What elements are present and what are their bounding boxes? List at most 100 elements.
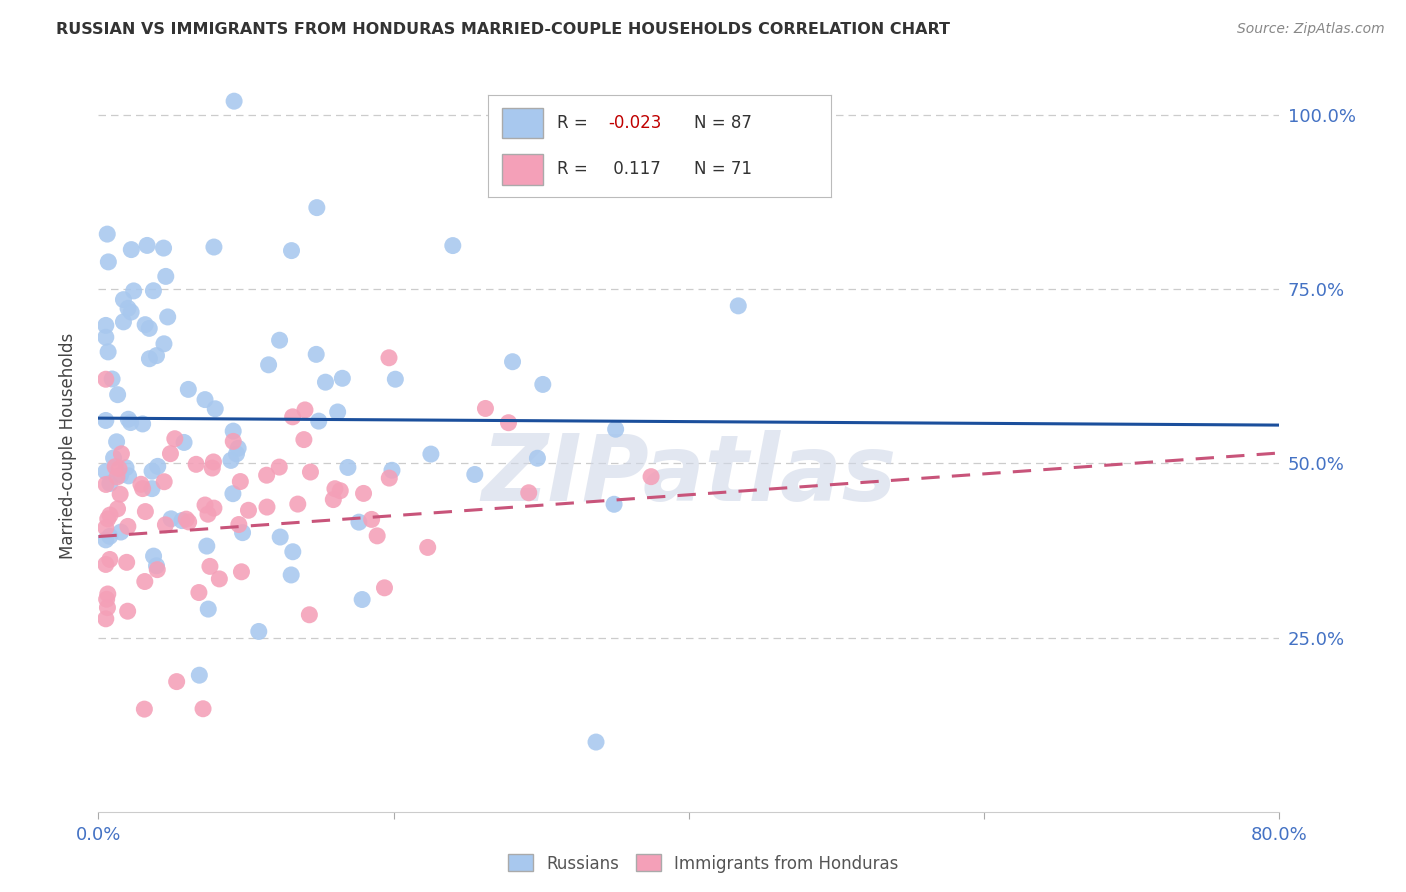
Point (136, 238, 159, 252)
Point (97, 512, 120, 526)
Point (166, 674, 188, 689)
Point (110, 447, 132, 461)
Point (153, 475, 176, 489)
Point (141, 464, 163, 478)
Point (329, 483, 352, 498)
Point (194, 498, 217, 512)
Point (98, 476, 121, 491)
Point (170, 514, 193, 528)
Point (120, 305, 142, 319)
Point (336, 460, 359, 475)
Point (292, 433, 315, 447)
Point (155, 517, 177, 532)
Point (105, 434, 128, 449)
Point (585, 735, 607, 749)
Point (222, 486, 245, 500)
Point (145, 349, 167, 363)
Point (94, 533, 117, 547)
Point (256, 500, 278, 514)
Point (96, 592, 118, 607)
Point (222, 424, 245, 438)
Point (384, 372, 406, 386)
Point (94, 558, 117, 572)
Point (281, 545, 304, 559)
Point (160, 512, 183, 526)
Point (219, 453, 242, 467)
Point (142, 549, 165, 563)
Point (531, 377, 554, 392)
Point (98, 508, 121, 522)
Point (153, 336, 176, 351)
Point (381, 463, 404, 477)
Point (202, 240, 225, 254)
Point (94, 372, 117, 386)
Legend: Russians, Immigrants from Honduras: Russians, Immigrants from Honduras (501, 847, 905, 880)
Point (603, 497, 626, 511)
Point (416, 541, 439, 555)
Point (98, 552, 121, 566)
Point (238, 503, 260, 517)
Point (184, 458, 207, 472)
Point (498, 416, 520, 430)
Point (94, 521, 117, 535)
Point (197, 507, 219, 521)
Point (138, 351, 160, 366)
Point (129, 477, 152, 491)
Point (131, 417, 153, 431)
Point (142, 284, 165, 298)
Point (280, 568, 302, 582)
Point (229, 475, 252, 489)
Point (287, 497, 309, 511)
Point (314, 375, 336, 389)
Point (155, 269, 177, 284)
Point (347, 515, 370, 529)
Point (353, 486, 375, 500)
Point (195, 539, 218, 553)
Point (269, 530, 291, 544)
Point (174, 512, 197, 526)
Text: ZIPatlas: ZIPatlas (481, 430, 897, 520)
Point (366, 529, 388, 543)
Point (188, 668, 211, 682)
Point (141, 482, 163, 496)
Point (294, 403, 316, 417)
Point (94, 612, 117, 626)
Point (640, 469, 662, 483)
Point (378, 351, 401, 365)
Point (117, 468, 139, 483)
Point (526, 451, 548, 466)
Point (134, 702, 156, 716)
Point (187, 585, 209, 599)
Point (94, 477, 117, 491)
Point (103, 450, 125, 465)
Point (202, 501, 225, 516)
Point (117, 301, 139, 316)
Point (94, 465, 117, 479)
Point (146, 563, 169, 577)
Point (134, 574, 156, 589)
Point (145, 558, 167, 573)
Point (108, 462, 131, 476)
Point (191, 702, 214, 716)
Point (94, 330, 117, 344)
Point (117, 412, 139, 426)
Point (97, 344, 120, 359)
Point (108, 487, 131, 501)
Point (231, 565, 253, 579)
Point (281, 409, 304, 424)
Point (256, 468, 278, 483)
Point (94, 318, 117, 333)
Point (177, 383, 200, 397)
Point (474, 401, 496, 416)
Point (378, 471, 401, 485)
Point (97, 587, 120, 601)
Point (208, 572, 231, 586)
Point (120, 243, 142, 257)
Point (202, 455, 225, 469)
Point (225, 447, 247, 461)
Point (222, 434, 245, 449)
Point (269, 460, 291, 475)
Point (159, 447, 181, 461)
Point (373, 581, 395, 595)
Point (322, 492, 344, 507)
